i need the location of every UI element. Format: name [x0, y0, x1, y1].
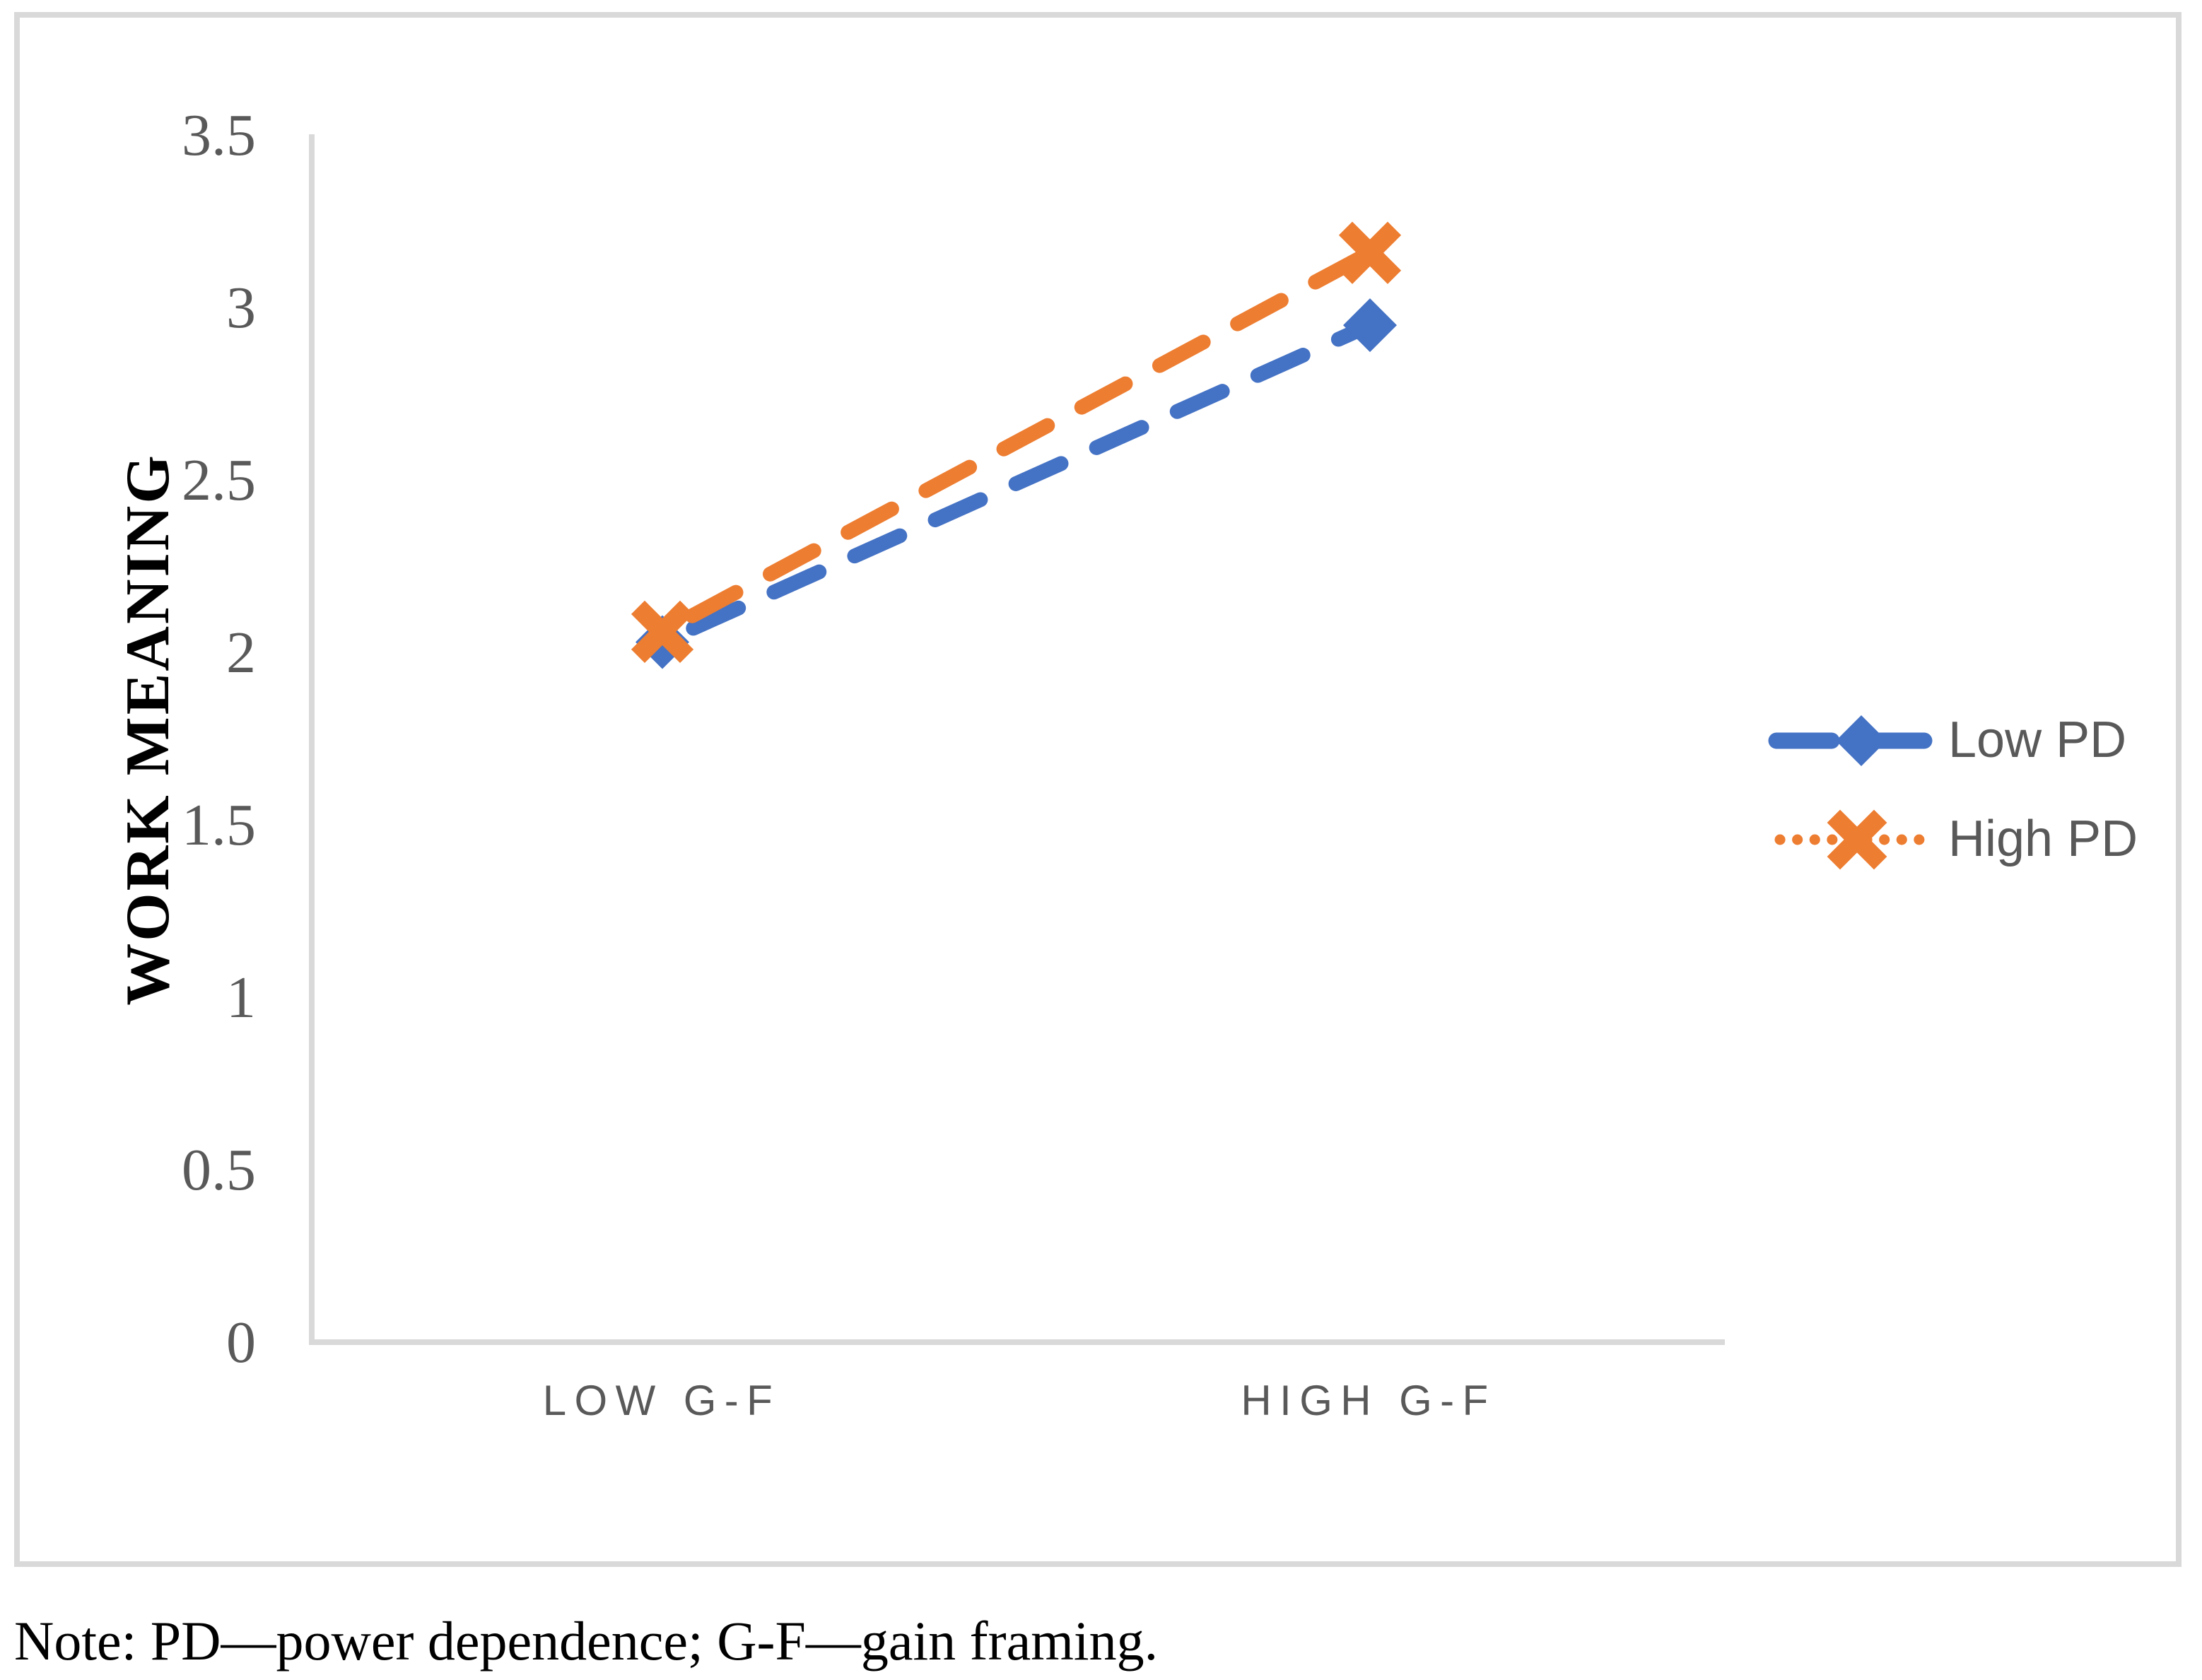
series-high-pd-x-marker [631, 600, 694, 663]
y-tick-label: 3.5 [182, 102, 256, 168]
x-category-label-low-gf: LOW G-F [542, 1377, 781, 1424]
series-low-pd-diamond-marker [1343, 298, 1397, 353]
series-high-pd-line [655, 245, 1378, 640]
series-low-pd-line [655, 317, 1378, 650]
y-tick-label: 2.5 [182, 447, 256, 513]
y-tick-label: 0.5 [182, 1137, 256, 1203]
y-tick-label: 1 [226, 965, 256, 1030]
legend-high-pd-x-marker [1827, 809, 1887, 870]
legend-low-pd-diamond-marker [1836, 715, 1887, 766]
y-tick-label: 0 [226, 1310, 256, 1375]
series-high-pd-x-marker [1338, 221, 1402, 284]
legend-label-low-pd: Low PD [1948, 712, 2127, 768]
y-tick-label: 2 [226, 620, 256, 686]
y-tick-label: 1.5 [182, 792, 256, 858]
figure-note: Note: PD—power dependence; G-F—gain fram… [14, 1610, 1159, 1672]
legend-label-high-pd: High PD [1948, 811, 2138, 867]
chart-frame [14, 12, 2181, 1567]
y-tick-label: 3 [226, 275, 256, 341]
x-category-label-high-gf: HIGH G-F [1241, 1377, 1497, 1424]
